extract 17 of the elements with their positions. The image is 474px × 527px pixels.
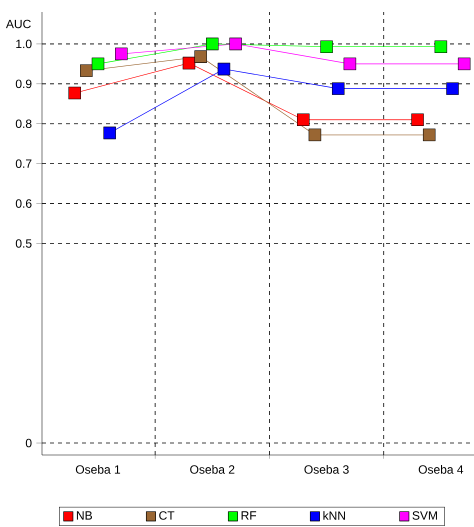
y-tick-label: 0.6 xyxy=(16,199,32,208)
x-tick-label: Oseba 3 xyxy=(304,464,349,474)
x-tick-label: Oseba 2 xyxy=(190,464,234,474)
y-tick-label: 1.0 xyxy=(16,40,32,48)
legend-label: RF xyxy=(241,511,256,520)
legend-label: SVM xyxy=(412,511,437,520)
y-tick-label: 0 xyxy=(26,438,32,448)
legend-label: kNN xyxy=(323,511,345,520)
x-tick-label: Oseba 4 xyxy=(418,464,463,474)
y-tick-label: 0.9 xyxy=(16,80,32,88)
y-tick-label: 0.5 xyxy=(16,239,32,248)
y-tick-label: 0.7 xyxy=(16,159,32,168)
y-axis-title: AUC xyxy=(6,20,31,28)
legend-label: NB xyxy=(76,511,92,520)
x-tick-label: Oseba 1 xyxy=(76,464,120,474)
legend-label: CT xyxy=(159,511,174,520)
y-tick-label: 0.8 xyxy=(16,119,32,128)
